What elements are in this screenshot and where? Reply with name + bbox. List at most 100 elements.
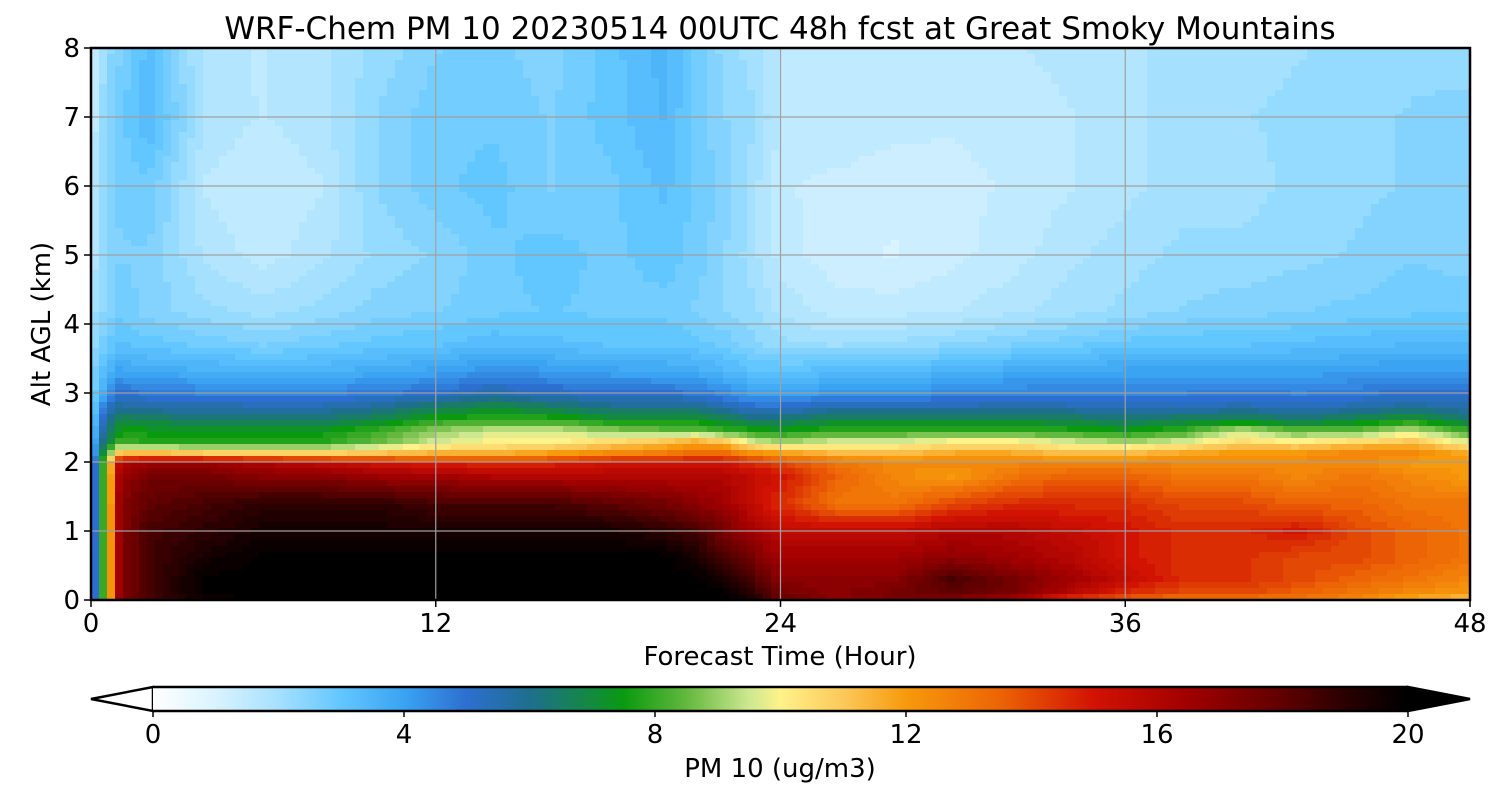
heatmap-cell xyxy=(611,192,620,199)
heatmap-cell xyxy=(235,60,244,67)
heatmap-cell xyxy=(1107,132,1116,139)
heatmap-cell xyxy=(371,144,380,151)
heatmap-cell xyxy=(659,126,668,133)
heatmap-cell xyxy=(667,144,676,151)
heatmap-cell xyxy=(1123,102,1132,109)
heatmap-cell xyxy=(427,72,436,79)
heatmap-cell xyxy=(771,132,780,139)
heatmap-cell xyxy=(395,102,404,109)
heatmap-cell xyxy=(187,144,196,151)
heatmap-cell xyxy=(1403,204,1412,211)
heatmap-cell xyxy=(707,210,716,217)
heatmap-cell xyxy=(363,126,372,133)
heatmap-cell xyxy=(1283,150,1292,157)
heatmap-cell xyxy=(819,132,828,139)
heatmap-cell xyxy=(1427,120,1436,127)
heatmap-cell xyxy=(163,180,172,187)
heatmap-cell xyxy=(899,150,908,157)
heatmap-cell xyxy=(411,210,420,217)
heatmap-cell xyxy=(691,108,700,115)
heatmap-cell xyxy=(1435,138,1444,145)
heatmap-cell xyxy=(179,180,188,187)
heatmap-cell xyxy=(539,186,548,193)
heatmap-cell xyxy=(1139,174,1148,181)
heatmap-cell xyxy=(811,186,820,193)
heatmap-cell xyxy=(755,90,764,97)
heatmap-cell xyxy=(795,108,804,115)
heatmap-cell xyxy=(691,78,700,85)
heatmap-cell xyxy=(587,174,596,181)
heatmap-cell xyxy=(1267,66,1276,73)
heatmap-cell xyxy=(363,66,372,73)
heatmap-cell xyxy=(603,162,612,169)
heatmap-cell xyxy=(619,210,628,217)
heatmap-cell xyxy=(699,60,708,67)
heatmap-cell xyxy=(707,192,716,199)
heatmap-cell xyxy=(1291,168,1300,175)
heatmap-cell xyxy=(707,120,716,127)
heatmap-cell xyxy=(803,168,812,175)
heatmap-cell xyxy=(555,126,564,133)
heatmap-cell xyxy=(371,198,380,205)
heatmap-cell xyxy=(1299,162,1308,169)
heatmap-cell xyxy=(131,144,140,151)
heatmap-cell xyxy=(307,210,316,217)
heatmap-cell xyxy=(1443,120,1452,127)
heatmap-cell xyxy=(747,162,756,169)
heatmap-cell xyxy=(1339,120,1348,127)
heatmap-cell xyxy=(1123,192,1132,199)
heatmap-cell xyxy=(371,180,380,187)
heatmap-cell xyxy=(1075,90,1084,97)
heatmap-cell xyxy=(867,60,876,67)
heatmap-cell xyxy=(91,168,100,175)
heatmap-cell xyxy=(1227,60,1236,67)
heatmap-cell xyxy=(539,102,548,109)
heatmap-cell xyxy=(987,54,996,61)
heatmap-cell xyxy=(579,162,588,169)
heatmap-cell xyxy=(1155,198,1164,205)
heatmap-cell xyxy=(1299,126,1308,133)
heatmap-cell xyxy=(819,138,828,145)
heatmap-cell xyxy=(611,186,620,193)
heatmap-cell xyxy=(219,162,228,169)
heatmap-cell xyxy=(435,174,444,181)
heatmap-cell xyxy=(779,210,788,217)
heatmap-cell xyxy=(131,48,140,55)
heatmap-cell xyxy=(1259,210,1268,217)
heatmap-cell xyxy=(339,198,348,205)
heatmap-cell xyxy=(1163,186,1172,193)
heatmap-cell xyxy=(755,168,764,175)
heatmap-cell xyxy=(731,60,740,67)
heatmap-cell xyxy=(1003,216,1012,223)
heatmap-cell xyxy=(1131,48,1140,55)
heatmap-cell xyxy=(1331,60,1340,67)
heatmap-cell xyxy=(99,60,108,67)
heatmap-cell xyxy=(755,180,764,187)
heatmap-cell xyxy=(1179,48,1188,55)
heatmap-cell xyxy=(1067,48,1076,55)
heatmap-cell xyxy=(1267,210,1276,217)
heatmap-cell xyxy=(571,120,580,127)
heatmap-cell xyxy=(171,198,180,205)
heatmap-cell xyxy=(1027,66,1036,73)
heatmap-cell xyxy=(403,216,412,223)
heatmap-cell xyxy=(451,156,460,163)
heatmap-cell xyxy=(259,54,268,61)
heatmap-cell xyxy=(899,54,908,61)
heatmap-cell xyxy=(147,162,156,169)
heatmap-cell xyxy=(211,204,220,211)
heatmap-cell xyxy=(1355,96,1364,103)
heatmap-cell xyxy=(1251,198,1260,205)
heatmap-cell xyxy=(979,168,988,175)
heatmap-cell xyxy=(307,48,316,55)
heatmap-cell xyxy=(491,84,500,91)
heatmap-cell xyxy=(1291,54,1300,61)
heatmap-cell xyxy=(571,156,580,163)
heatmap-cell xyxy=(163,150,172,157)
heatmap-cell xyxy=(915,78,924,85)
heatmap-cell xyxy=(771,180,780,187)
heatmap-cell xyxy=(563,174,572,181)
heatmap-cell xyxy=(331,144,340,151)
heatmap-cell xyxy=(827,84,836,91)
heatmap-cell xyxy=(1163,54,1172,61)
